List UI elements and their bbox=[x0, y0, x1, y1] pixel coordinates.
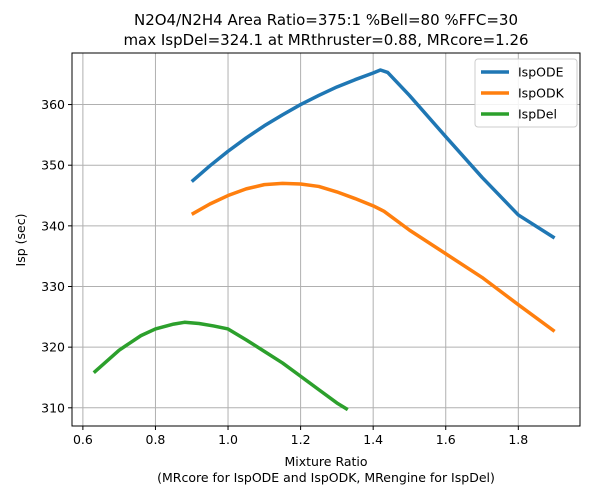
series-line-ispodk bbox=[190, 181, 556, 333]
x-tick-label: 1.4 bbox=[363, 432, 383, 447]
series-line-ispode bbox=[190, 68, 556, 240]
y-tick-label: 340 bbox=[41, 218, 65, 233]
legend-label-ispdel: IspDel bbox=[518, 107, 557, 122]
legend-label-ispodk: IspODK bbox=[518, 86, 565, 101]
x-tick-label: 1.2 bbox=[291, 432, 311, 447]
y-tick-label: 360 bbox=[41, 97, 65, 112]
y-tick-label: 310 bbox=[41, 400, 65, 415]
x-tick-label: 1.8 bbox=[508, 432, 528, 447]
series-line-ispdel bbox=[92, 320, 349, 412]
y-tick-label: 330 bbox=[41, 279, 65, 294]
legend-box bbox=[474, 58, 578, 128]
legend-label-ispode: IspODE bbox=[518, 65, 564, 80]
axes-frame bbox=[71, 52, 581, 427]
legend: IspODE IspODK IspDel bbox=[474, 58, 578, 128]
chart-subtitle: max IspDel=324.1 at MRthruster=0.88, MRc… bbox=[123, 31, 528, 49]
x-axis-label: Mixture Ratio bbox=[284, 454, 367, 469]
series-layer bbox=[92, 68, 556, 412]
tick-layer: 0.6 0.8 1.0 1.2 1.4 1.6 1.8 310 320 330 340 350 360 bbox=[41, 97, 528, 447]
x-axis-sublabel: (MRcore for IspODE and IspODK, MRengine … bbox=[157, 470, 495, 485]
x-tick-label: 1.6 bbox=[436, 432, 456, 447]
y-axis-label: Isp (sec) bbox=[13, 214, 28, 267]
y-tick-label: 320 bbox=[41, 340, 65, 355]
chart-title: N2O4/N2H4 Area Ratio=375:1 %Bell=80 %FFC… bbox=[134, 11, 518, 29]
y-tick-label: 350 bbox=[41, 158, 65, 173]
legend-items: IspODE IspODK IspDel bbox=[481, 65, 565, 122]
x-tick-label: 0.6 bbox=[73, 432, 93, 447]
x-tick-label: 0.8 bbox=[146, 432, 166, 447]
x-tick-label: 1.0 bbox=[218, 432, 238, 447]
